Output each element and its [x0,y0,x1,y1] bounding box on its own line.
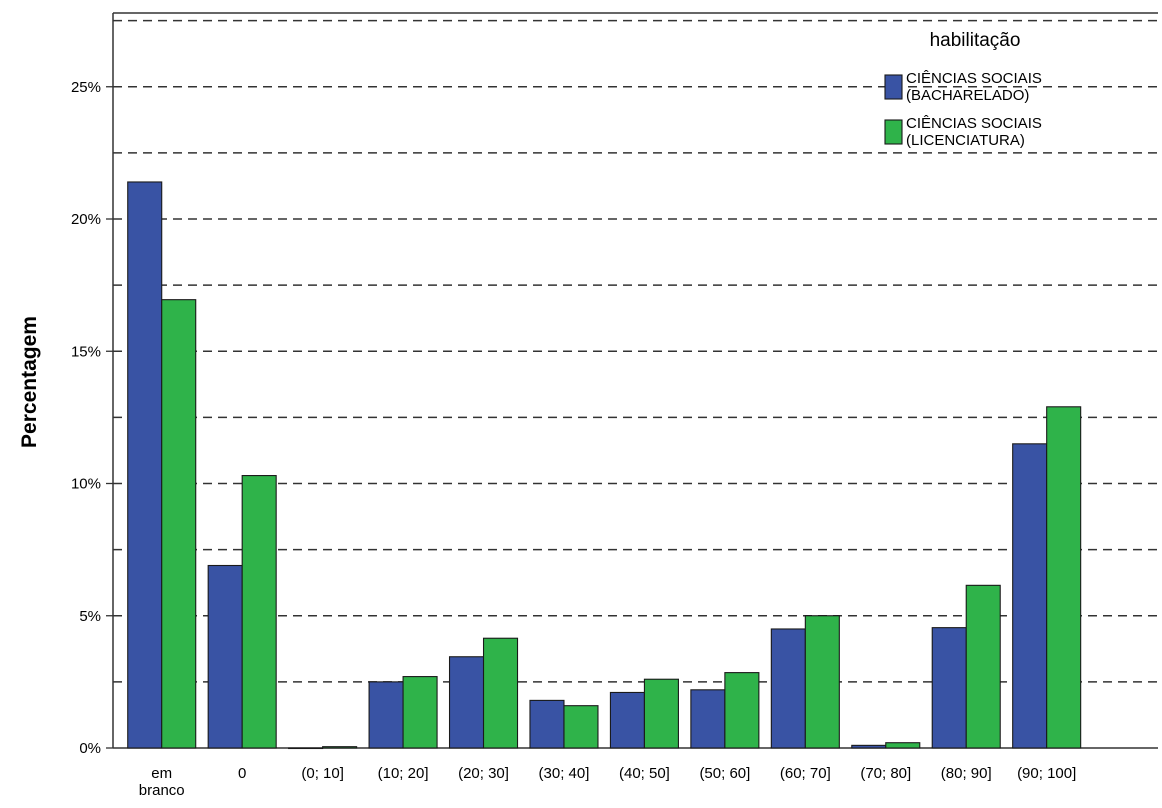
x-tick-label-line: (40; 50] [619,765,670,782]
legend-label: CIÊNCIAS SOCIAIS (BACHARELADO) [906,70,1042,104]
legend-title: habilitação [930,30,1021,51]
bar [482,637,519,749]
x-tick-label: (10; 20] [378,765,429,782]
x-tick-label: (30; 40] [539,765,590,782]
x-tick-label: (90; 100] [1017,765,1076,782]
bar [770,628,806,749]
legend: habilitação CIÊNCIAS SOCIAIS (BACHARELADO… [884,30,1042,149]
bar [529,699,565,749]
legend-label-line: (BACHARELADO) [906,87,1029,104]
x-tick-label-line: (30; 40] [539,765,590,782]
legend-swatch [884,119,903,145]
x-tick-label: (20; 30] [458,765,509,782]
x-tick-label: (50; 60] [699,765,750,782]
y-tick-label: 10% [71,476,101,493]
bar [448,656,485,749]
bar [643,678,679,749]
y-tick-label: 15% [71,343,101,360]
legend-label: CIÊNCIAS SOCIAIS (LICENCIATURA) [906,115,1042,149]
bar [609,691,645,749]
x-tick-label-line: em [151,765,172,782]
bar [563,705,599,749]
y-tick-labels: 0% 5% 10% 15% 20% 25% [71,79,101,757]
legend-swatch [884,74,903,100]
bar [322,746,358,749]
x-tick-label: 0 [238,765,246,782]
x-tick-labels: em branco 0 (0; 10] (10; 20] (20; 30] (30; 40]… [139,765,1076,799]
x-tick-label-line: (90; 100] [1017,765,1076,782]
y-tick-label: 0% [79,740,101,757]
bar [931,627,967,749]
bar [1046,406,1082,749]
legend-label-line: CIÊNCIAS SOCIAIS [906,70,1042,87]
bar [161,299,197,749]
legend-label-line: CIÊNCIAS SOCIAIS [906,115,1042,132]
bar [241,475,277,749]
bar [127,181,163,749]
bar [402,676,438,749]
bar [965,584,1001,749]
bars [127,181,1082,750]
x-tick-label: (60; 70] [780,765,831,782]
bar [690,689,726,749]
bar [1012,443,1048,749]
x-tick-label: (0; 10] [301,765,344,782]
bar [885,742,921,749]
x-tick-label-line: (80; 90] [941,765,992,782]
x-tick-label: (70; 80] [860,765,911,782]
x-tick-label-line: (70; 80] [860,765,911,782]
x-tick-label-line: 0 [238,765,246,782]
x-tick-label: (80; 90] [941,765,992,782]
x-tick-label: em branco [139,765,185,799]
x-tick-label-line: (10; 20] [378,765,429,782]
x-tick-label-line: (60; 70] [780,765,831,782]
bar [851,744,887,749]
y-tick-label: 25% [71,79,101,96]
bar [724,672,760,749]
bar [288,747,324,750]
x-tick-label-line: (50; 60] [699,765,750,782]
bar [804,615,840,749]
bar [207,564,243,749]
x-tick-label: (40; 50] [619,765,670,782]
bar [368,681,404,749]
x-tick-label-line: branco [139,782,185,799]
y-tick-label: 20% [71,211,101,228]
y-axis-label: Percentagem [18,316,41,448]
legend-label-line: (LICENCIATURA) [906,132,1025,149]
x-tick-label-line: (0; 10] [301,765,344,782]
y-tick-label: 5% [79,608,101,625]
x-tick-label-line: (20; 30] [458,765,509,782]
